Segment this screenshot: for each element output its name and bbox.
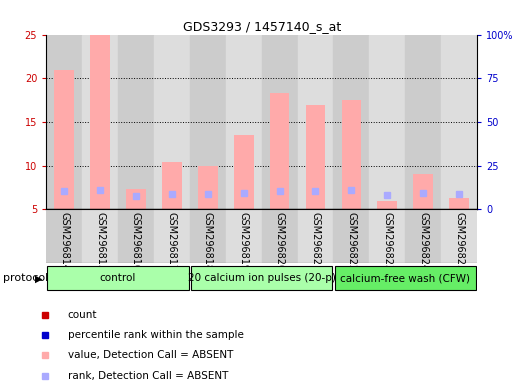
Bar — [306, 105, 325, 209]
Bar — [369, 35, 405, 209]
Text: calcium-free wash (CFW): calcium-free wash (CFW) — [340, 273, 470, 283]
Bar — [82, 35, 118, 209]
Bar — [405, 35, 441, 209]
Text: GSM296823: GSM296823 — [382, 212, 392, 271]
Bar — [342, 100, 361, 209]
Text: GSM296822: GSM296822 — [346, 212, 357, 271]
Text: value, Detection Call = ABSENT: value, Detection Call = ABSENT — [68, 350, 233, 360]
Text: GSM296815: GSM296815 — [95, 212, 105, 271]
Bar — [126, 189, 146, 209]
Bar — [118, 35, 154, 209]
Text: percentile rank within the sample: percentile rank within the sample — [68, 330, 244, 340]
Bar — [449, 198, 469, 209]
Text: GSM296816: GSM296816 — [131, 212, 141, 271]
Text: count: count — [68, 310, 97, 320]
Text: protocol: protocol — [3, 273, 48, 283]
Bar — [413, 174, 433, 209]
Bar — [162, 162, 182, 209]
Text: GSM296821: GSM296821 — [310, 212, 321, 271]
Text: rank, Detection Call = ABSENT: rank, Detection Call = ABSENT — [68, 371, 228, 381]
Bar — [270, 93, 289, 209]
Bar — [298, 209, 333, 263]
Text: GSM296818: GSM296818 — [203, 212, 213, 271]
Bar — [378, 202, 397, 209]
Bar — [262, 209, 298, 263]
Text: control: control — [100, 273, 136, 283]
Bar — [298, 35, 333, 209]
Bar — [226, 35, 262, 209]
Text: GSM296820: GSM296820 — [274, 212, 285, 271]
Bar — [190, 209, 226, 263]
Title: GDS3293 / 1457140_s_at: GDS3293 / 1457140_s_at — [183, 20, 341, 33]
Text: GSM296825: GSM296825 — [454, 212, 464, 271]
Bar — [405, 209, 441, 263]
Bar — [154, 209, 190, 263]
Text: ▶: ▶ — [35, 273, 43, 283]
Bar — [333, 209, 369, 263]
Bar — [226, 209, 262, 263]
Bar — [154, 35, 190, 209]
Bar — [46, 209, 82, 263]
Bar — [118, 209, 154, 263]
Bar — [234, 135, 253, 209]
Bar — [262, 35, 298, 209]
Text: 20 calcium ion pulses (20-p): 20 calcium ion pulses (20-p) — [188, 273, 336, 283]
Bar — [333, 35, 369, 209]
Bar — [82, 209, 118, 263]
Text: GSM296817: GSM296817 — [167, 212, 177, 271]
FancyBboxPatch shape — [48, 266, 188, 291]
Bar — [190, 35, 226, 209]
Bar — [441, 35, 477, 209]
Bar — [441, 209, 477, 263]
FancyBboxPatch shape — [335, 266, 476, 291]
Text: GSM296814: GSM296814 — [59, 212, 69, 271]
Text: GSM296824: GSM296824 — [418, 212, 428, 271]
Text: GSM296819: GSM296819 — [239, 212, 249, 271]
Bar — [46, 35, 82, 209]
FancyBboxPatch shape — [191, 266, 332, 291]
Bar — [369, 209, 405, 263]
Bar — [198, 166, 218, 209]
Bar — [54, 70, 74, 209]
Bar — [90, 35, 110, 209]
